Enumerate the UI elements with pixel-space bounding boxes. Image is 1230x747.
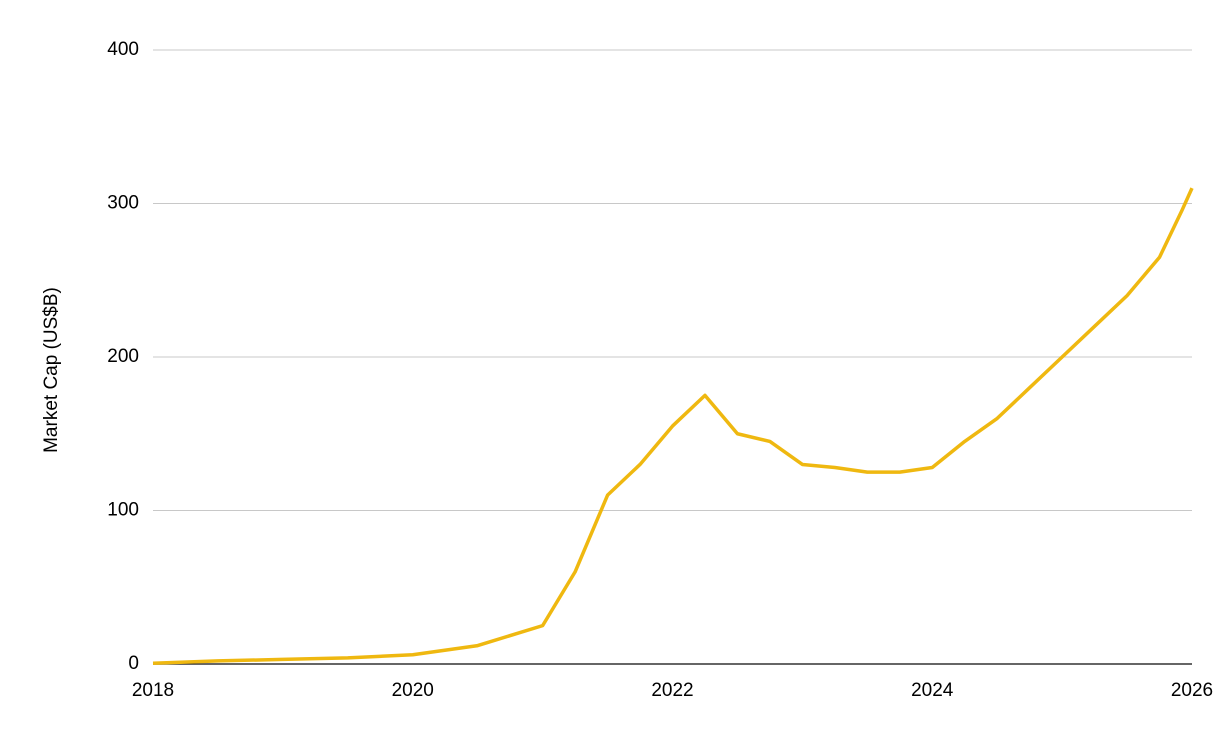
x-tick-label: 2018	[132, 680, 174, 701]
y-tick-label: 400	[107, 39, 139, 60]
y-tick-label: 300	[107, 193, 139, 214]
x-tick-label: 2022	[651, 680, 693, 701]
y-tick-label: 0	[128, 653, 139, 674]
y-tick-label: 200	[107, 346, 139, 367]
y-tick-label: 100	[107, 500, 139, 521]
x-tick-label: 2026	[1171, 680, 1213, 701]
data-line	[152, 187, 1194, 665]
x-tick-label: 2024	[911, 680, 954, 701]
x-tick-label: 2020	[392, 680, 434, 701]
y-axis-label: Market Cap (US$B)	[41, 287, 62, 453]
